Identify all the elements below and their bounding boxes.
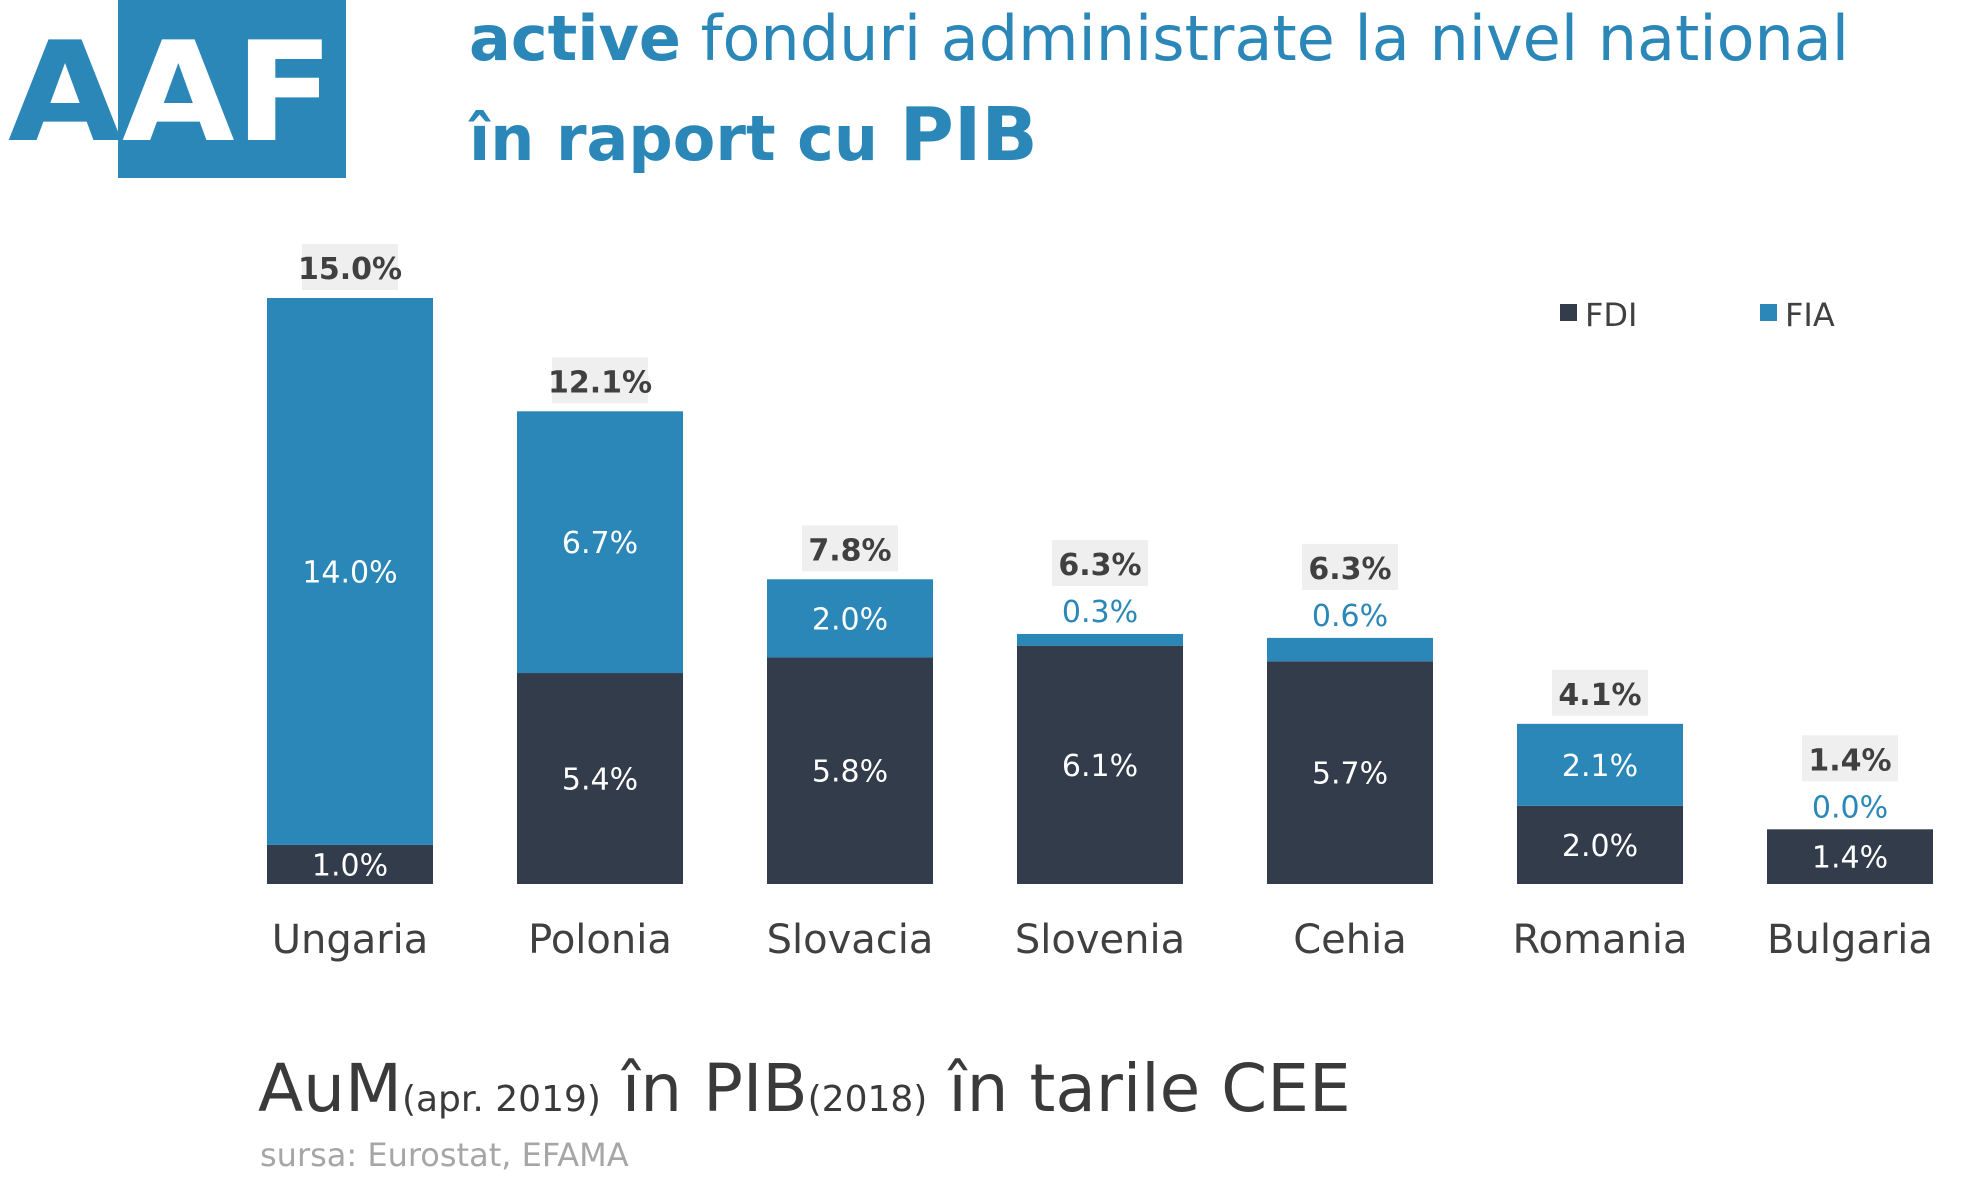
chart-caption: AuM(apr. 2019) în PIB(2018) în tarile CE… [258, 1050, 1351, 1127]
total-label: 15.0% [298, 252, 402, 287]
bar-fdi-slovenia [1017, 645, 1183, 884]
svg-text:AF: AF [122, 12, 334, 173]
title-bold-word: active [469, 2, 681, 75]
bar-fdi-cehia [1267, 661, 1433, 884]
caption-aum: AuM [258, 1050, 402, 1127]
title-rest: fonduri administrate la nivel national [680, 2, 1850, 75]
source-note: sursa: Eurostat, EFAMA [260, 1136, 629, 1174]
data-label-fdi: 5.7% [1312, 757, 1388, 792]
data-label-fia: 2.1% [1562, 749, 1638, 784]
bar-fia-slovenia [1017, 633, 1183, 646]
x-tick-label: Romania [1513, 917, 1688, 963]
data-label-fdi: 5.4% [562, 763, 638, 798]
total-label-bg [1802, 735, 1898, 782]
data-label-fia: 6.7% [562, 526, 638, 561]
bar-fia-ungaria [267, 298, 433, 845]
total-label-bg [302, 244, 398, 290]
bar-fdi-ungaria [267, 844, 433, 884]
data-label-fia: 14.0% [302, 555, 397, 590]
total-label: 6.3% [1308, 552, 1391, 587]
caption-pib: în PIB [600, 1050, 808, 1127]
total-label: 4.1% [1558, 678, 1641, 713]
bar-fdi-romania [1517, 805, 1683, 884]
total-label: 1.4% [1808, 743, 1891, 778]
bar-fia-slovacia [767, 579, 933, 658]
x-tick-label: Slovacia [767, 917, 934, 963]
bar-fia-cehia [1267, 637, 1433, 662]
legend-label-fia: FIA [1785, 296, 1835, 334]
data-label-fdi: 2.0% [1562, 829, 1638, 864]
data-label-fia: 0.6% [1312, 599, 1388, 634]
caption-region: în tarile CEE [927, 1050, 1351, 1127]
x-tick-label: Bulgaria [1767, 917, 1933, 963]
title-line2-bold: în raport cu [469, 102, 900, 175]
legend-swatch-fia [1760, 304, 1777, 321]
total-label: 6.3% [1058, 548, 1141, 583]
svg-text:A: A [8, 12, 122, 173]
data-label-fia: 2.0% [812, 602, 888, 637]
page-title-line1: active fonduri administrate la nivel nat… [469, 2, 1849, 75]
data-label-fia: 0.0% [1812, 790, 1888, 825]
total-label-bg [802, 525, 898, 572]
total-label-bg [552, 357, 648, 404]
bar-fdi-polonia [517, 673, 683, 884]
x-tick-label: Ungaria [272, 917, 429, 963]
x-tick-label: Polonia [528, 917, 672, 963]
total-label: 12.1% [548, 365, 652, 400]
caption-date-1: (apr. 2019) [401, 1079, 601, 1120]
total-label-bg [1552, 669, 1648, 716]
bar-fia-romania [1517, 723, 1683, 806]
data-label-fia: 0.3% [1062, 595, 1138, 630]
legend-swatch-fdi [1560, 304, 1577, 321]
title-pib: PIB [899, 92, 1038, 178]
x-tick-label: Cehia [1293, 917, 1407, 963]
bar-fia-polonia [517, 411, 683, 674]
aaf-logo: A AF [0, 0, 346, 178]
data-label-fdi: 5.8% [812, 755, 888, 790]
caption-date-2: (2018) [807, 1079, 928, 1120]
stacked-bar-chart: 1.0% 14.0% 15.0% Ungaria 5.4% 6.7% 12.1% Poloni… [267, 244, 1933, 963]
bar-fdi-slovacia [767, 657, 933, 884]
data-label-fdi: 1.4% [1812, 841, 1888, 876]
page-title-line2: în raport cu PIB [469, 92, 1038, 178]
data-label-fdi: 1.0% [312, 848, 388, 883]
total-label: 7.8% [808, 533, 891, 568]
legend-label-fdi: FDI [1585, 296, 1637, 334]
bar-fdi-bulgaria [1767, 829, 1933, 884]
data-label-fdi: 6.1% [1062, 749, 1138, 784]
x-tick-label: Slovenia [1015, 917, 1185, 963]
total-label-bg [1302, 543, 1398, 590]
total-label-bg [1052, 539, 1148, 586]
